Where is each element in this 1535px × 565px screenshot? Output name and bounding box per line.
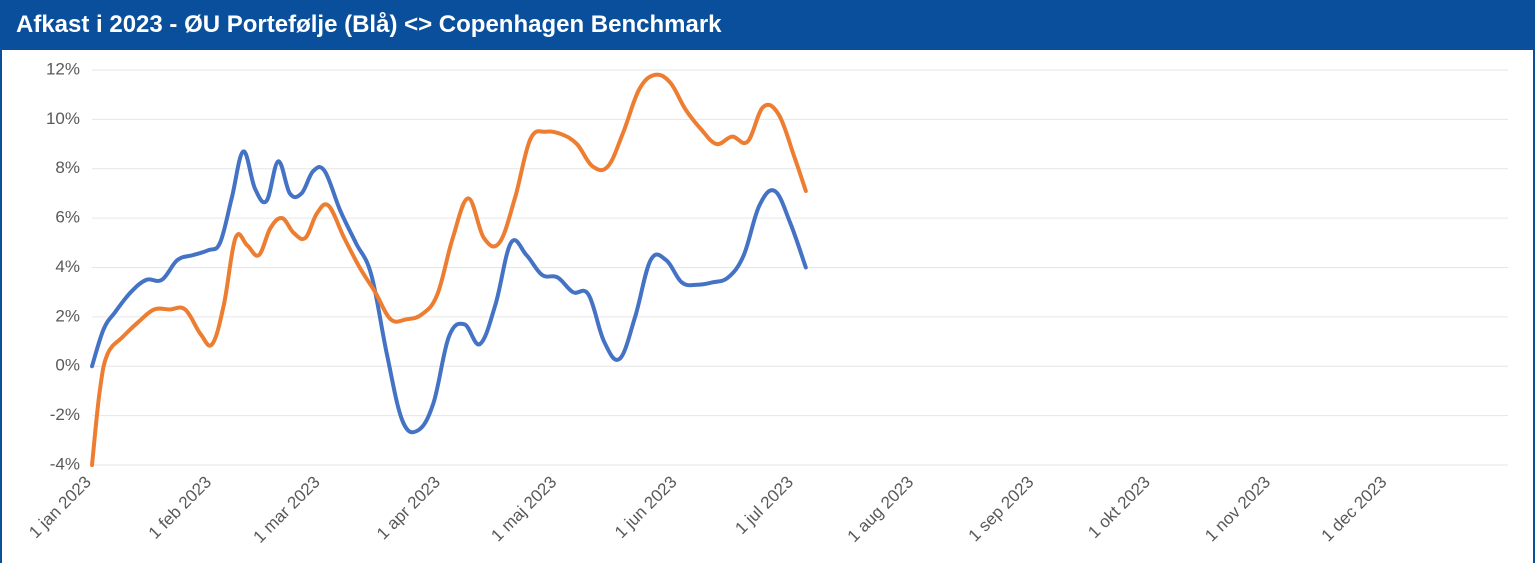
y-axis-tick-label: -2%: [50, 405, 80, 424]
series-copenhagen-benchmark: [92, 75, 806, 465]
x-axis-tick-label: 1 nov 2023: [1201, 472, 1274, 545]
x-axis-tick-label: 1 jan 2023: [25, 472, 95, 542]
y-axis-tick-label: 12%: [46, 59, 80, 78]
y-axis-tick-label: 10%: [46, 109, 80, 128]
y-axis-tick-label: 6%: [55, 208, 80, 227]
x-axis-tick-label: 1 okt 2023: [1084, 472, 1154, 542]
x-axis-tick-label: 1 sep 2023: [965, 472, 1038, 545]
x-axis-tick-label: 1 jun 2023: [611, 472, 681, 542]
x-axis-tick-label: 1 feb 2023: [145, 472, 215, 542]
chart-title: Afkast i 2023 - ØU Portefølje (Blå) <> C…: [2, 2, 1533, 50]
x-axis-tick-label: 1 mar 2023: [249, 472, 323, 546]
y-axis-tick-label: 0%: [55, 356, 80, 375]
x-axis-tick-label: 1 jul 2023: [731, 472, 797, 538]
chart-frame: Afkast i 2023 - ØU Portefølje (Blå) <> C…: [0, 0, 1535, 563]
y-axis-tick-label: 8%: [55, 158, 80, 177]
y-axis-tick-label: 4%: [55, 257, 80, 276]
y-axis-tick-label: -4%: [50, 454, 80, 473]
x-axis-tick-label: 1 aug 2023: [844, 472, 918, 546]
line-chart-svg: -4% -2% 0% 2% 4% 6% 8% 10% 12% 1 jan 2023 1 feb 20…: [2, 50, 1533, 565]
chart-plot-area: -4% -2% 0% 2% 4% 6% 8% 10% 12% 1 jan 2023 1 feb 20…: [2, 50, 1533, 565]
series--u-portef-lje: [92, 151, 806, 432]
x-axis-tick-label: 1 apr 2023: [373, 472, 444, 543]
x-axis-tick-label: 1 maj 2023: [487, 472, 560, 545]
y-axis-tick-label: 2%: [55, 306, 80, 325]
x-axis-tick-label: 1 dec 2023: [1318, 472, 1391, 545]
